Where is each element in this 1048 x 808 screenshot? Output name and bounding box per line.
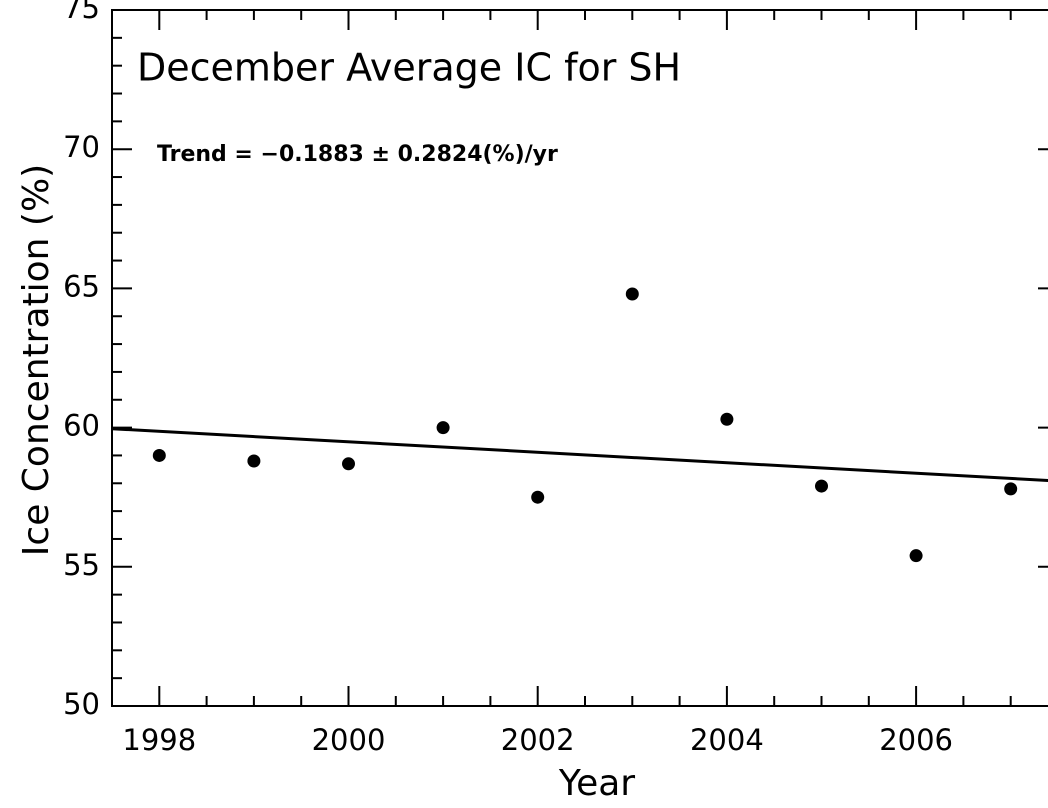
data-point: [531, 490, 545, 504]
x-tick-label: 1998: [122, 723, 196, 757]
data-point: [342, 457, 355, 471]
y-tick-label: 65: [63, 269, 100, 303]
data-point: [625, 287, 639, 301]
x-tick-label: 2004: [690, 723, 764, 757]
data-point: [720, 412, 734, 426]
x-tick-label: 2006: [879, 723, 953, 757]
y-tick-label: 60: [63, 409, 100, 443]
x-axis-label: Year: [558, 763, 635, 804]
data-point: [152, 448, 166, 462]
data-point: [1004, 482, 1018, 496]
x-tick-label: 2002: [501, 723, 575, 757]
y-tick-label: 50: [63, 687, 100, 721]
plot-frame: [111, 9, 1048, 707]
y-tick-label: 55: [63, 548, 100, 582]
data-point: [436, 421, 450, 435]
y-tick-label: 70: [63, 130, 100, 164]
chart-title: December Average IC for SH: [137, 46, 681, 90]
y-tick-label: 75: [63, 0, 100, 25]
data-point: [815, 479, 828, 493]
data-point: [909, 549, 923, 563]
y-axis-label: Ice Concentration (%): [16, 164, 57, 556]
data-point: [247, 454, 261, 468]
annotation: Trend = −0.1883 ± 0.2824(%)/yr: [157, 142, 558, 167]
trend-line: [111, 427, 1048, 483]
x-tick-label: 2000: [312, 723, 386, 757]
